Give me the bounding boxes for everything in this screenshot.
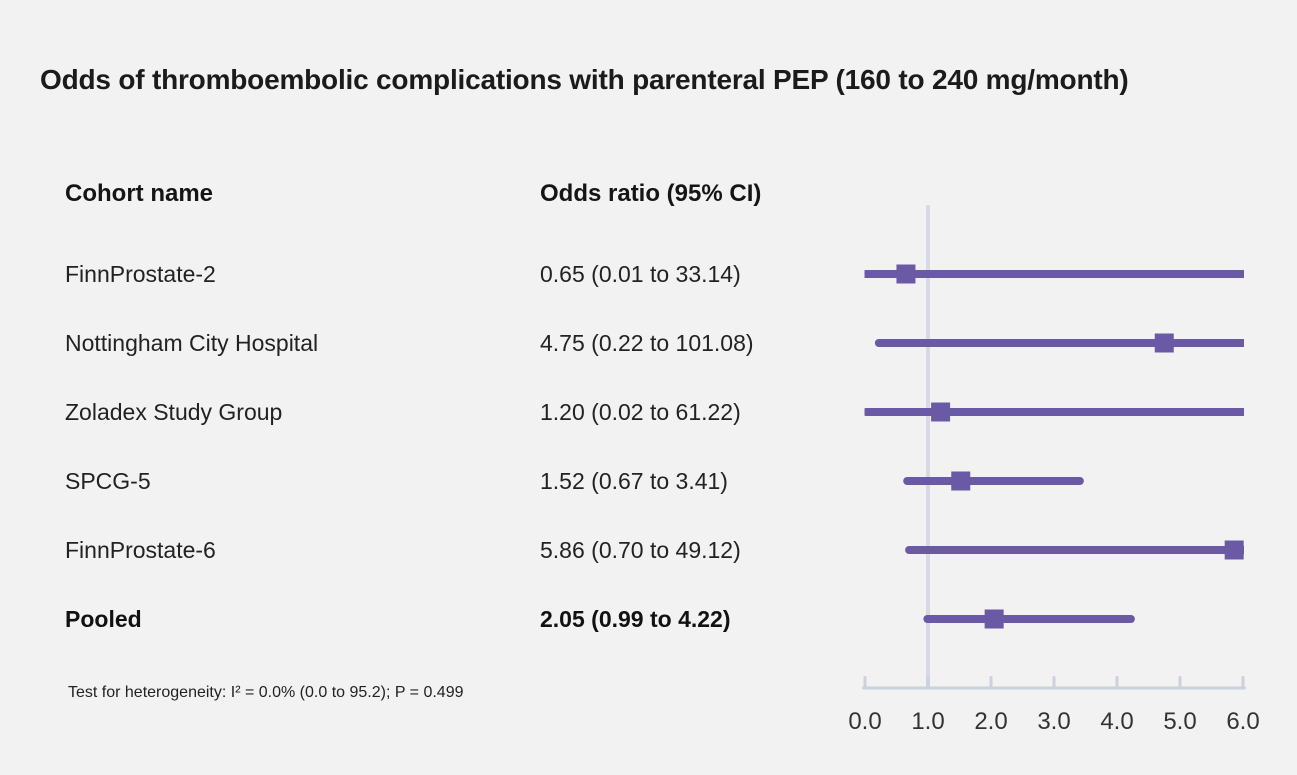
x-axis-tick-label: 4.0: [1100, 708, 1133, 735]
cohort-label: Nottingham City Hospital: [65, 330, 319, 356]
cohort-label: SPCG-5: [65, 468, 151, 494]
or-marker: [896, 264, 916, 284]
heterogeneity-footnote: Test for heterogeneity: I² = 0.0% (0.0 t…: [68, 684, 464, 701]
odds-ratio-value: 0.65 (0.01 to 33.14): [540, 261, 741, 287]
column-header-cohort: Cohort name: [65, 180, 214, 207]
or-marker: [951, 471, 971, 491]
odds-ratio-value: 1.52 (0.67 to 3.41): [540, 468, 728, 494]
or-marker: [931, 402, 951, 422]
chart-title: Odds of thromboembolic complications wit…: [40, 64, 1129, 95]
cohort-label: Pooled: [65, 606, 142, 632]
odds-ratio-value: 5.86 (0.70 to 49.12): [540, 537, 741, 563]
x-axis-tick-label: 2.0: [974, 708, 1007, 735]
odds-ratio-value: 2.05 (0.99 to 4.22): [540, 606, 731, 632]
x-axis-tick-label: 5.0: [1163, 708, 1196, 735]
or-marker: [984, 609, 1004, 629]
x-axis-tick-label: 0.0: [848, 708, 881, 735]
cohort-label: FinnProstate-2: [65, 261, 216, 287]
column-header-odds-ratio: Odds ratio (95% CI): [540, 180, 762, 207]
or-marker: [1224, 540, 1244, 560]
x-axis-tick-label: 3.0: [1037, 708, 1070, 735]
cohort-label: FinnProstate-6: [65, 537, 216, 563]
or-marker: [1154, 333, 1174, 353]
odds-ratio-value: 1.20 (0.02 to 61.22): [540, 399, 741, 425]
odds-ratio-value: 4.75 (0.22 to 101.08): [540, 330, 754, 356]
x-axis-tick-label: 6.0: [1226, 708, 1259, 735]
x-axis-tick-label: 1.0: [911, 708, 944, 735]
cohort-label: Zoladex Study Group: [65, 399, 283, 425]
